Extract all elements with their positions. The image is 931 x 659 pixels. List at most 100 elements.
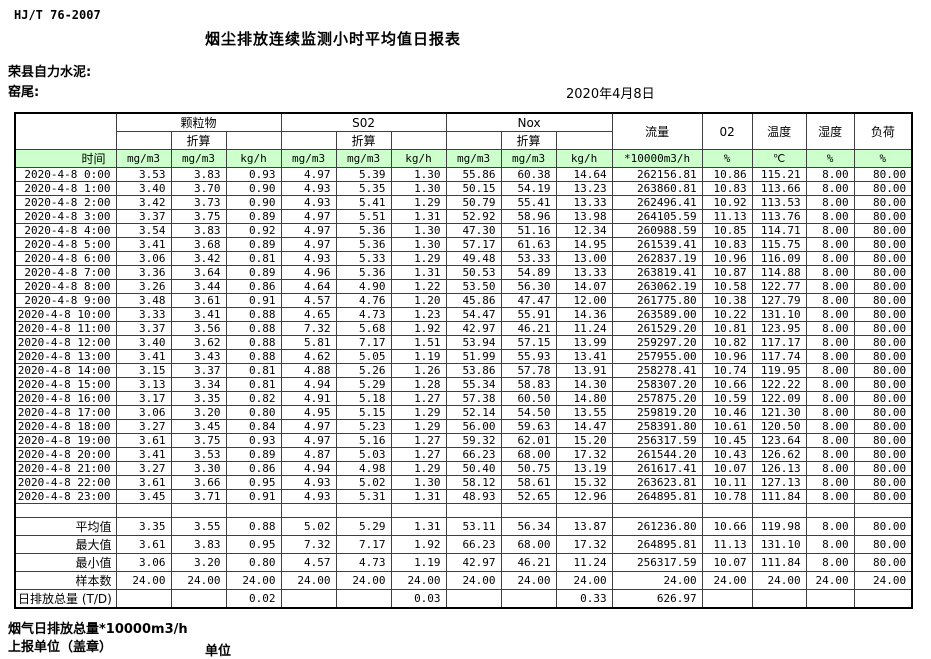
- value-cell: 8.00: [805, 195, 855, 210]
- table-row-label: 2020-4-8 12:00: [14, 335, 117, 350]
- value-cell: 3.15: [115, 363, 172, 378]
- header-o2: 02: [701, 112, 753, 150]
- value-cell: 1.30: [390, 223, 447, 238]
- value-cell: 13.33: [555, 265, 613, 280]
- value-cell: 66.23: [445, 447, 502, 462]
- site-name: 窑尾:: [8, 85, 40, 100]
- value-cell: 17.32: [555, 535, 613, 554]
- value-cell: [115, 589, 172, 609]
- value-cell: 4.57: [280, 293, 337, 308]
- report-table-container: 颗粒物 S02 Nox 流量 02 温度 湿度 负荷 折算 折算 折算: [14, 112, 914, 609]
- table-row: 2020-4-8 17:00 3.06 3.20 0.80 4.95 5.15 1.29 52…: [14, 405, 913, 420]
- report-table: 颗粒物 S02 Nox 流量 02 温度 湿度 负荷 折算 折算 折算: [14, 112, 914, 609]
- value-cell: 14.07: [555, 279, 613, 294]
- value-cell: 5.51: [335, 209, 392, 224]
- summary-row: 最小值 3.06 3.20 0.80 4.57 4.73 1.19 42.97 46.21 11.…: [14, 553, 913, 572]
- header-converted-row: 折算 折算 折算: [15, 131, 912, 150]
- value-cell: 3.83: [170, 535, 227, 554]
- value-cell: 3.27: [115, 461, 172, 476]
- value-cell: 54.89: [500, 265, 557, 280]
- value-cell: 55.86: [445, 167, 502, 182]
- empty-cell: [701, 503, 753, 518]
- header-unit-cell: mg/m3: [335, 149, 392, 168]
- value-cell: 80.00: [853, 251, 913, 266]
- value-cell: 13.91: [555, 363, 613, 378]
- value-cell: 5.23: [335, 419, 392, 434]
- value-cell: 80.00: [853, 279, 913, 294]
- value-cell: 1.19: [390, 349, 447, 364]
- value-cell: 5.03: [335, 447, 392, 462]
- value-cell: 47.30: [445, 223, 502, 238]
- value-cell: 48.93: [445, 489, 502, 504]
- value-cell: 5.02: [335, 475, 392, 490]
- value-cell: 3.06: [115, 405, 172, 420]
- table-row-label: 2020-4-8 23:00: [14, 489, 117, 504]
- value-cell: 14.80: [555, 391, 613, 406]
- value-cell: 3.66: [170, 475, 227, 490]
- value-cell: 122.09: [751, 391, 807, 406]
- value-cell: 1.27: [390, 447, 447, 462]
- value-cell: 1.27: [390, 433, 447, 448]
- value-cell: 3.43: [170, 349, 227, 364]
- report-table-body: 2020-4-8 0:00 3.53 3.83 0.93 4.97 5.39 1.30 55.…: [14, 167, 913, 609]
- value-cell: 4.93: [280, 489, 337, 504]
- value-cell: 4.97: [280, 237, 337, 252]
- value-cell: 1.30: [390, 181, 447, 196]
- value-cell: 5.36: [335, 265, 392, 280]
- value-cell: 80.00: [853, 265, 913, 280]
- value-cell: 80.00: [853, 433, 913, 448]
- value-cell: 4.95: [280, 405, 337, 420]
- report-date: 2020年4月8日: [566, 87, 655, 102]
- value-cell: 51.99: [445, 349, 502, 364]
- value-cell: 80.00: [853, 307, 913, 322]
- empty-cell: [611, 503, 703, 518]
- header-unit-cell: kg/h: [390, 149, 447, 168]
- value-cell: 80.00: [853, 517, 913, 536]
- table-row-label: 2020-4-8 3:00: [14, 209, 117, 224]
- header-unit-cell: ℃: [751, 149, 807, 168]
- value-cell: 10.74: [701, 363, 753, 378]
- header-unit-cell: mg/m3: [170, 149, 227, 168]
- value-cell: 3.53: [170, 447, 227, 462]
- header-unit-cell: mg/m3: [280, 149, 337, 168]
- value-cell: 113.66: [751, 181, 807, 196]
- table-row: 2020-4-8 12:00 3.40 3.62 0.88 5.81 7.17 1.51 53…: [14, 335, 913, 350]
- header-units-row: 时间 mg/m3 mg/m3 kg/h mg/m3 mg/m3 kg/h mg/m3 mg/m…: [14, 149, 913, 168]
- value-cell: 11.13: [701, 535, 753, 554]
- value-cell: 24.00: [805, 571, 855, 590]
- value-cell: 3.56: [170, 321, 227, 336]
- value-cell: 3.75: [170, 433, 227, 448]
- empty-cell: [170, 503, 227, 518]
- table-row: 2020-4-8 4:00 3.54 3.83 0.92 4.97 5.36 1.30 47.…: [14, 223, 913, 238]
- value-cell: 58.61: [500, 475, 557, 490]
- value-cell: 8.00: [805, 251, 855, 266]
- value-cell: 80.00: [853, 419, 913, 434]
- value-cell: 3.61: [115, 535, 172, 554]
- value-cell: 14.64: [555, 167, 613, 182]
- table-row-label: 2020-4-8 16:00: [14, 391, 117, 406]
- table-row-label: 2020-4-8 22:00: [14, 475, 117, 490]
- value-cell: 4.64: [280, 279, 337, 294]
- table-row-label: 2020-4-8 9:00: [14, 293, 117, 308]
- value-cell: 60.50: [500, 391, 557, 406]
- value-cell: 1.27: [390, 391, 447, 406]
- value-cell: 3.73: [170, 195, 227, 210]
- value-cell: 4.73: [335, 307, 392, 322]
- value-cell: 8.00: [805, 489, 855, 504]
- table-row: 2020-4-8 5:00 3.41 3.68 0.89 4.97 5.36 1.30 57.…: [14, 237, 913, 252]
- value-cell: 52.65: [500, 489, 557, 504]
- value-cell: 261236.80: [611, 517, 703, 536]
- value-cell: 8.00: [805, 349, 855, 364]
- value-cell: 7.32: [280, 535, 337, 554]
- value-cell: 0.91: [225, 489, 282, 504]
- value-cell: 10.11: [701, 475, 753, 490]
- value-cell: 10.87: [701, 265, 753, 280]
- value-cell: 3.55: [170, 517, 227, 536]
- value-cell: 17.32: [555, 447, 613, 462]
- value-cell: 116.09: [751, 251, 807, 266]
- value-cell: 127.13: [751, 475, 807, 490]
- table-row-label: 2020-4-8 17:00: [14, 405, 117, 420]
- value-cell: 8.00: [805, 307, 855, 322]
- value-cell: 53.94: [445, 335, 502, 350]
- value-cell: 0.91: [225, 293, 282, 308]
